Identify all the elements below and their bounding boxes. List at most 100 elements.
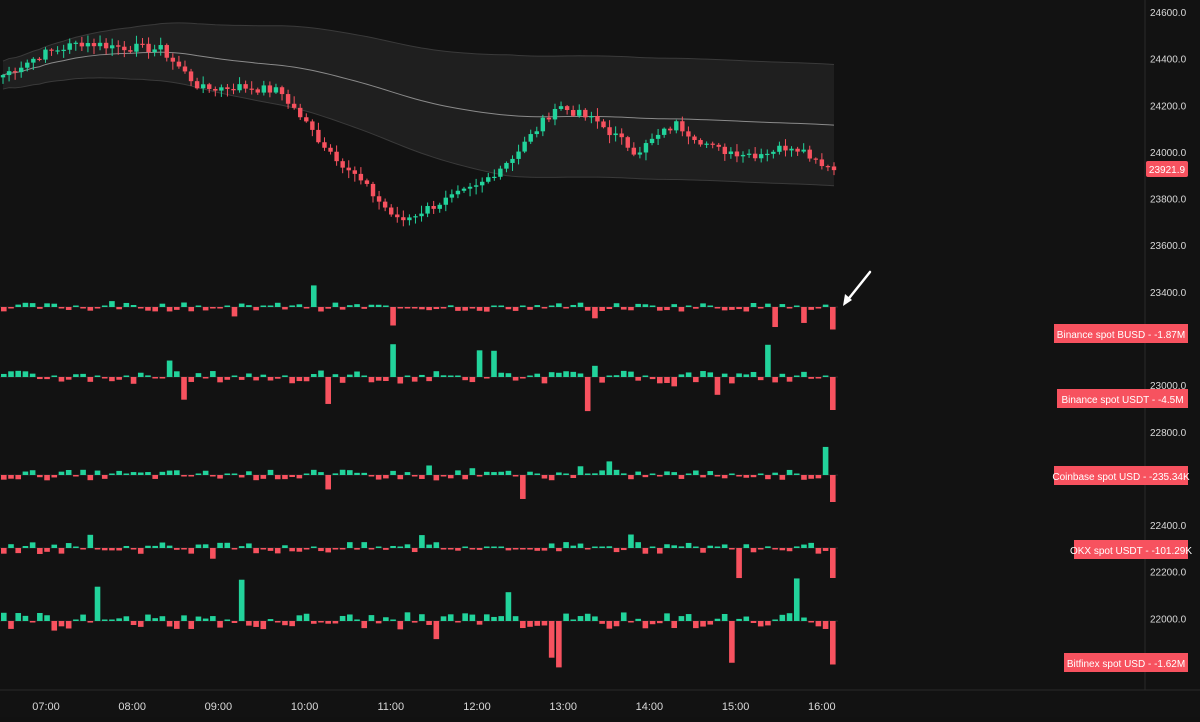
net-flow-bar <box>15 548 22 554</box>
price-tick-label: 23600.0 <box>1150 241 1187 252</box>
net-flow-bar <box>693 377 699 383</box>
net-flow-bar <box>520 548 526 550</box>
net-flow-bar <box>109 548 115 551</box>
net-flow-bar <box>44 548 50 552</box>
net-flow-bar <box>520 305 526 307</box>
net-flow-bar <box>181 548 187 550</box>
candle <box>589 111 594 124</box>
candle-body <box>752 153 758 159</box>
net-flow-bar <box>628 475 634 480</box>
net-flow-bar <box>58 377 65 382</box>
candle <box>61 44 66 58</box>
candle-body <box>698 140 703 145</box>
candle-body <box>67 43 72 50</box>
candle-body <box>140 43 145 45</box>
net-flow-bar <box>685 542 692 548</box>
net-flow-bar <box>145 307 151 311</box>
net-flow-label: Binance spot BUSD - -1.87M <box>1054 324 1188 343</box>
candle-body <box>79 42 85 47</box>
net-flow-bar <box>527 307 533 310</box>
net-flow-bar <box>505 373 512 377</box>
net-flow-bar <box>166 470 173 475</box>
net-flow-bar <box>736 307 742 310</box>
net-flow-bar <box>390 307 396 326</box>
net-flow-bar <box>303 307 310 309</box>
candle <box>443 190 448 212</box>
net-flow-bar <box>563 613 569 621</box>
net-flow-bar <box>15 613 22 621</box>
net-flow-bar <box>476 548 483 550</box>
net-flow-bar <box>743 307 750 312</box>
net-flow-bar <box>822 304 829 307</box>
net-flow-bar <box>527 621 533 627</box>
net-flow-bar <box>628 371 634 377</box>
candle <box>710 141 715 149</box>
net-flow-bar <box>137 621 144 627</box>
net-flow-bar <box>51 544 58 548</box>
net-flow-bar <box>325 377 331 404</box>
net-flow-bar <box>296 548 303 552</box>
net-flow-bar <box>606 307 613 309</box>
net-flow-bar <box>440 548 447 550</box>
candle-body <box>182 66 188 72</box>
net-flow-bar <box>534 548 541 551</box>
candle <box>431 200 436 214</box>
candle <box>207 82 212 93</box>
candle <box>188 68 194 87</box>
net-flow-bar <box>253 377 259 381</box>
candle-body <box>595 115 600 122</box>
net-flow-bar <box>736 373 742 377</box>
net-flow-bar <box>238 546 245 548</box>
net-flow-panel <box>0 578 838 668</box>
last-price-badge <box>1146 161 1188 177</box>
net-flow-bar <box>44 475 50 481</box>
arrow-head-icon <box>843 294 852 306</box>
net-flow-bar <box>22 471 29 475</box>
candle-body <box>43 49 48 60</box>
candle-body <box>728 151 734 155</box>
candle <box>722 143 728 161</box>
candle-body <box>231 88 236 91</box>
time-axis[interactable]: 07:00 08:00 09:00 10:00 11:00 12:00 13:00 14:00… <box>32 701 835 713</box>
band-lower-line <box>2 77 835 187</box>
net-flow-bar <box>347 470 353 475</box>
net-flow-bar <box>793 473 800 475</box>
net-flow-bar <box>116 618 122 621</box>
candle-body <box>746 153 752 155</box>
net-flow-bar <box>15 475 22 480</box>
net-flow-bar <box>231 307 238 317</box>
candle <box>692 134 697 144</box>
net-flow-bar <box>8 475 14 479</box>
net-flow-bar <box>483 546 490 548</box>
candle <box>643 139 649 161</box>
net-flow-bar <box>765 475 771 480</box>
candle <box>249 81 254 95</box>
candle-body <box>680 121 685 132</box>
net-flow-bar <box>123 375 130 377</box>
net-flow-bar <box>556 621 562 668</box>
candle <box>243 80 248 93</box>
candle-body <box>492 176 497 178</box>
net-flow-bar <box>390 545 396 548</box>
net-flow-bar <box>520 621 526 629</box>
candle <box>661 127 667 138</box>
net-flow-bar <box>404 375 411 377</box>
net-flow-bar <box>44 615 50 621</box>
candle-body <box>831 166 837 171</box>
net-flow-bar <box>649 377 656 380</box>
net-flow-bar <box>678 475 685 479</box>
net-flow-bar <box>793 546 800 548</box>
candle-body <box>546 117 552 120</box>
candle-body <box>382 201 388 208</box>
candle-body <box>431 206 436 209</box>
net-flow-bar <box>325 475 331 490</box>
net-flow-bar <box>822 375 829 377</box>
net-flow-bar <box>289 475 295 478</box>
net-flow-bar <box>757 377 764 381</box>
net-flow-bar <box>29 621 36 623</box>
net-flow-bar <box>73 546 79 548</box>
candle <box>6 66 12 82</box>
net-flow-bar <box>534 305 541 307</box>
